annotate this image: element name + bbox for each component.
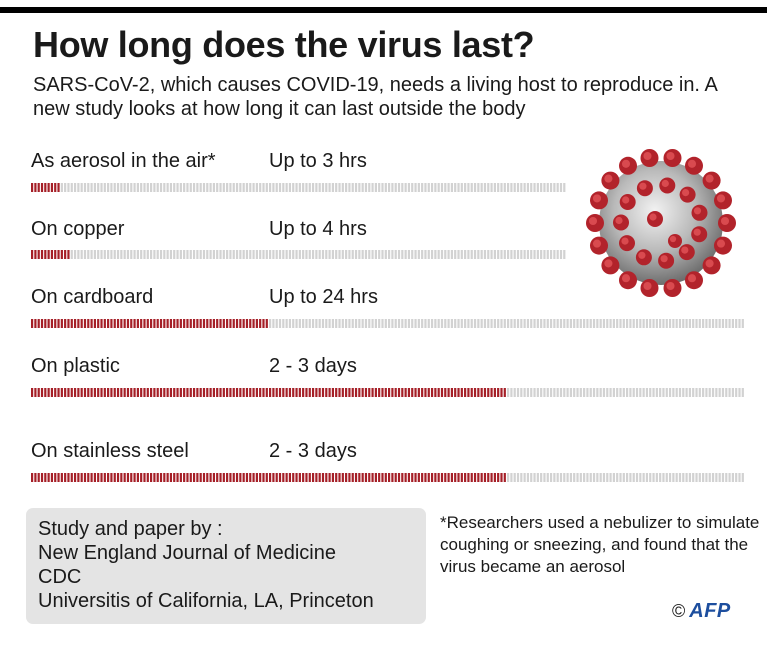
bar-track: [31, 473, 744, 482]
bar-track: [31, 319, 744, 328]
chart-subtitle: SARS-CoV-2, which causes COVID-19, needs…: [33, 74, 717, 120]
chart-title: How long does the virus last?: [33, 24, 535, 65]
sources-list: New England Journal of Medicine CDC Univ…: [38, 541, 374, 613]
duration-label: Up to 24 hrs: [269, 286, 378, 308]
duration-label: 2 - 3 days: [269, 440, 357, 462]
source-item: Universitis of California, LA, Princeton: [38, 590, 374, 612]
duration-label: Up to 4 hrs: [269, 218, 367, 240]
source-item: CDC: [38, 566, 82, 588]
sources-box: Study and paper by : New England Journal…: [26, 508, 426, 624]
category-label: On stainless steel: [31, 440, 189, 462]
top-rule: [0, 7, 767, 13]
footnote: *Researchers used a nebulizer to simulat…: [440, 513, 760, 576]
category-label: On plastic: [31, 355, 120, 377]
sources-title: Study and paper by :: [38, 518, 223, 540]
bar-track: [31, 250, 566, 259]
bar-track: [31, 183, 566, 192]
afp-logo: AFP: [689, 600, 731, 622]
source-item: New England Journal of Medicine: [38, 542, 336, 564]
credit: © AFP: [672, 600, 731, 623]
category-label: On copper: [31, 218, 125, 240]
duration-label: Up to 3 hrs: [269, 150, 367, 172]
bar-track: [31, 388, 744, 397]
duration-label: 2 - 3 days: [269, 355, 357, 377]
coronavirus-icon: [586, 149, 736, 297]
category-label: As aerosol in the air*: [31, 150, 216, 172]
category-label: On cardboard: [31, 286, 154, 308]
copyright-symbol: ©: [672, 601, 686, 621]
